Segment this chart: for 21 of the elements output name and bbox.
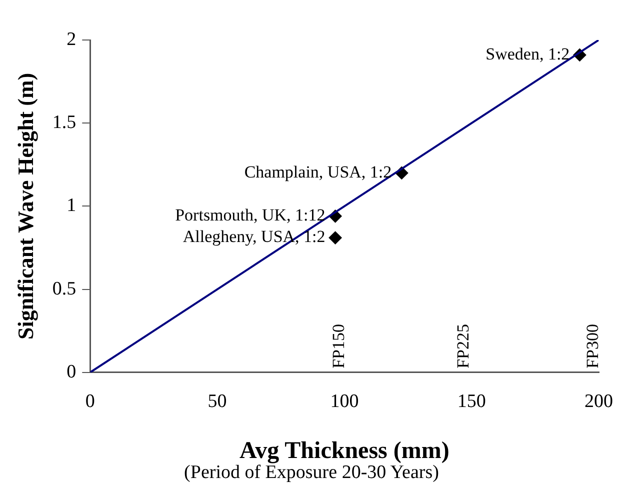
annotation: Champlain, USA, 1:2	[244, 162, 392, 182]
annotation: FP300	[583, 324, 602, 368]
x-tick-label: 50	[208, 390, 227, 412]
annotation: FP150	[328, 324, 348, 368]
x-tick-label: 100	[330, 390, 359, 412]
y-tick-label: 1.5	[52, 112, 76, 134]
annotation: Sweden, 1:2	[486, 44, 570, 64]
x-axis-title: Avg Thickness (mm)	[240, 438, 450, 464]
y-tick-label: 0.5	[52, 278, 76, 300]
y-tick-label: 2	[66, 28, 76, 50]
y-tick-label: 0	[66, 361, 76, 382]
y-axis-title: Significant Wave Height (m)	[12, 72, 38, 340]
annotation: FP225	[453, 324, 472, 368]
y-tick-label: 1	[66, 195, 76, 216]
point	[328, 231, 342, 244]
text: (Period of Exposure 20-30 Years)	[183, 462, 439, 484]
x-tick-label: 200	[584, 390, 613, 412]
x-tick-label: 0	[85, 390, 95, 412]
annotation: Allegheny, USA, 1:2	[182, 227, 326, 246]
x-tick-label: 150	[457, 390, 486, 412]
annotation: Portsmouth, UK, 1:12	[175, 206, 326, 225]
